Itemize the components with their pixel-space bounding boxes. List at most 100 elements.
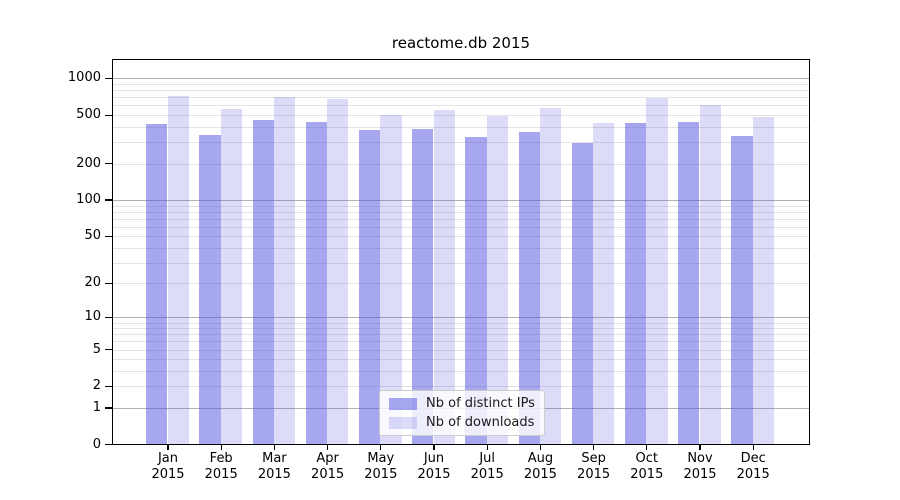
minor-gridline bbox=[113, 341, 809, 343]
x-tick-year: 2015 bbox=[364, 467, 398, 482]
minor-gridline bbox=[113, 322, 809, 324]
x-tick-year: 2015 bbox=[630, 467, 664, 482]
bar-downloads bbox=[593, 123, 615, 444]
y-tick-label: 10 bbox=[84, 309, 101, 325]
y-tick-mark bbox=[105, 235, 112, 237]
x-tick-label: Nov 2015 bbox=[668, 451, 732, 483]
legend-label-downloads: Nb of downloads bbox=[426, 415, 535, 430]
x-tick-mark bbox=[486, 445, 488, 450]
y-tick-mark bbox=[105, 199, 112, 201]
bar-downloads bbox=[220, 108, 242, 444]
x-tick-mark bbox=[699, 445, 701, 450]
x-tick-month: Jul bbox=[479, 451, 496, 466]
x-tick-mark bbox=[380, 445, 382, 450]
minor-gridline bbox=[113, 359, 809, 361]
minor-gridline bbox=[113, 226, 809, 228]
y-tick-mark bbox=[105, 163, 112, 165]
y-tick-label: 0 bbox=[92, 436, 101, 452]
x-tick-year: 2015 bbox=[204, 467, 238, 482]
x-tick-month: Nov bbox=[687, 451, 713, 466]
bar-distinct-ips bbox=[518, 131, 540, 444]
bar-distinct-ips bbox=[678, 121, 700, 444]
bar-downloads bbox=[646, 97, 668, 444]
x-tick-month: Feb bbox=[209, 451, 233, 466]
x-tick-mark bbox=[646, 445, 648, 450]
bar-distinct-ips bbox=[412, 129, 434, 444]
minor-gridline bbox=[113, 386, 809, 388]
x-tick-month: Dec bbox=[740, 451, 766, 466]
x-tick-label: Jul 2015 bbox=[455, 451, 519, 483]
x-tick-year: 2015 bbox=[523, 467, 557, 482]
legend-swatch-distinct-ips bbox=[389, 397, 417, 410]
x-tick-month: Jun bbox=[423, 451, 445, 466]
minor-gridline bbox=[113, 334, 809, 336]
minor-gridline bbox=[113, 283, 809, 285]
bar-distinct-ips bbox=[465, 136, 487, 444]
bar-downloads bbox=[273, 96, 296, 444]
x-tick-year: 2015 bbox=[683, 467, 717, 482]
y-tick-label: 1 bbox=[92, 399, 101, 415]
minor-gridline bbox=[113, 211, 809, 213]
y-tick-mark bbox=[105, 316, 112, 319]
bar-downloads bbox=[380, 114, 402, 444]
bar-distinct-ips bbox=[359, 129, 381, 444]
minor-gridline bbox=[113, 126, 809, 128]
x-tick-label: Jun 2015 bbox=[402, 451, 466, 483]
y-tick-label: 2 bbox=[92, 378, 101, 394]
x-tick-label: Apr 2015 bbox=[296, 451, 360, 483]
chart-title: reactome.db 2015 bbox=[391, 34, 531, 52]
x-tick-mark bbox=[220, 445, 222, 450]
minor-gridline bbox=[113, 262, 809, 264]
x-tick-year: 2015 bbox=[151, 467, 185, 482]
minor-gridline bbox=[113, 247, 809, 249]
minor-gridline bbox=[113, 218, 809, 220]
x-tick-mark bbox=[167, 445, 169, 450]
x-tick-mark bbox=[593, 445, 595, 450]
y-tick-mark bbox=[105, 114, 112, 116]
x-tick-mark bbox=[273, 445, 276, 450]
minor-gridline bbox=[113, 349, 809, 351]
x-tick-label: Mar 2015 bbox=[242, 451, 306, 483]
minor-gridline bbox=[113, 371, 809, 373]
y-tick-mark bbox=[105, 282, 112, 284]
x-tick-label: Jan 2015 bbox=[136, 451, 200, 483]
x-tick-year: 2015 bbox=[577, 467, 611, 482]
x-tick-year: 2015 bbox=[311, 467, 345, 482]
y-tick-mark bbox=[105, 385, 112, 388]
x-tick-label: Dec 2015 bbox=[721, 451, 785, 483]
x-tick-month: Jan bbox=[157, 451, 179, 466]
legend-label-distinct-ips: Nb of distinct IPs bbox=[426, 396, 535, 411]
x-tick-year: 2015 bbox=[736, 467, 770, 482]
legend-item-distinct-ips: Nb of distinct IPs bbox=[389, 396, 535, 411]
x-tick-month: Apr bbox=[316, 451, 339, 466]
x-tick-month: Oct bbox=[635, 451, 659, 466]
minor-gridline bbox=[113, 328, 809, 330]
bar-distinct-ips bbox=[571, 142, 594, 444]
x-tick-label: Oct 2015 bbox=[615, 451, 679, 483]
y-tick-mark bbox=[105, 444, 112, 446]
minor-gridline bbox=[113, 163, 809, 165]
bar-distinct-ips bbox=[146, 123, 168, 444]
y-tick-mark bbox=[105, 407, 112, 409]
bar-downloads bbox=[167, 96, 189, 444]
x-tick-mark bbox=[433, 445, 435, 450]
y-tick-mark bbox=[105, 77, 112, 80]
bar-distinct-ips bbox=[305, 121, 328, 444]
bar-downloads bbox=[486, 115, 508, 444]
x-tick-year: 2015 bbox=[470, 467, 504, 482]
x-tick-year: 2015 bbox=[257, 467, 291, 482]
bar-distinct-ips bbox=[731, 135, 753, 444]
bar-downloads bbox=[433, 110, 455, 444]
bar-downloads bbox=[752, 116, 774, 444]
x-tick-label: Sep 2015 bbox=[562, 451, 626, 483]
major-gridline bbox=[113, 199, 809, 201]
minor-gridline bbox=[113, 142, 809, 144]
minor-gridline bbox=[113, 97, 809, 99]
y-tick-label: 200 bbox=[76, 155, 101, 171]
x-tick-label: Aug 2015 bbox=[508, 451, 572, 483]
bar-downloads bbox=[699, 104, 721, 444]
minor-gridline bbox=[113, 115, 809, 117]
bar-downloads bbox=[327, 99, 349, 444]
y-tick-label: 20 bbox=[84, 275, 101, 291]
major-gridline bbox=[113, 317, 809, 319]
